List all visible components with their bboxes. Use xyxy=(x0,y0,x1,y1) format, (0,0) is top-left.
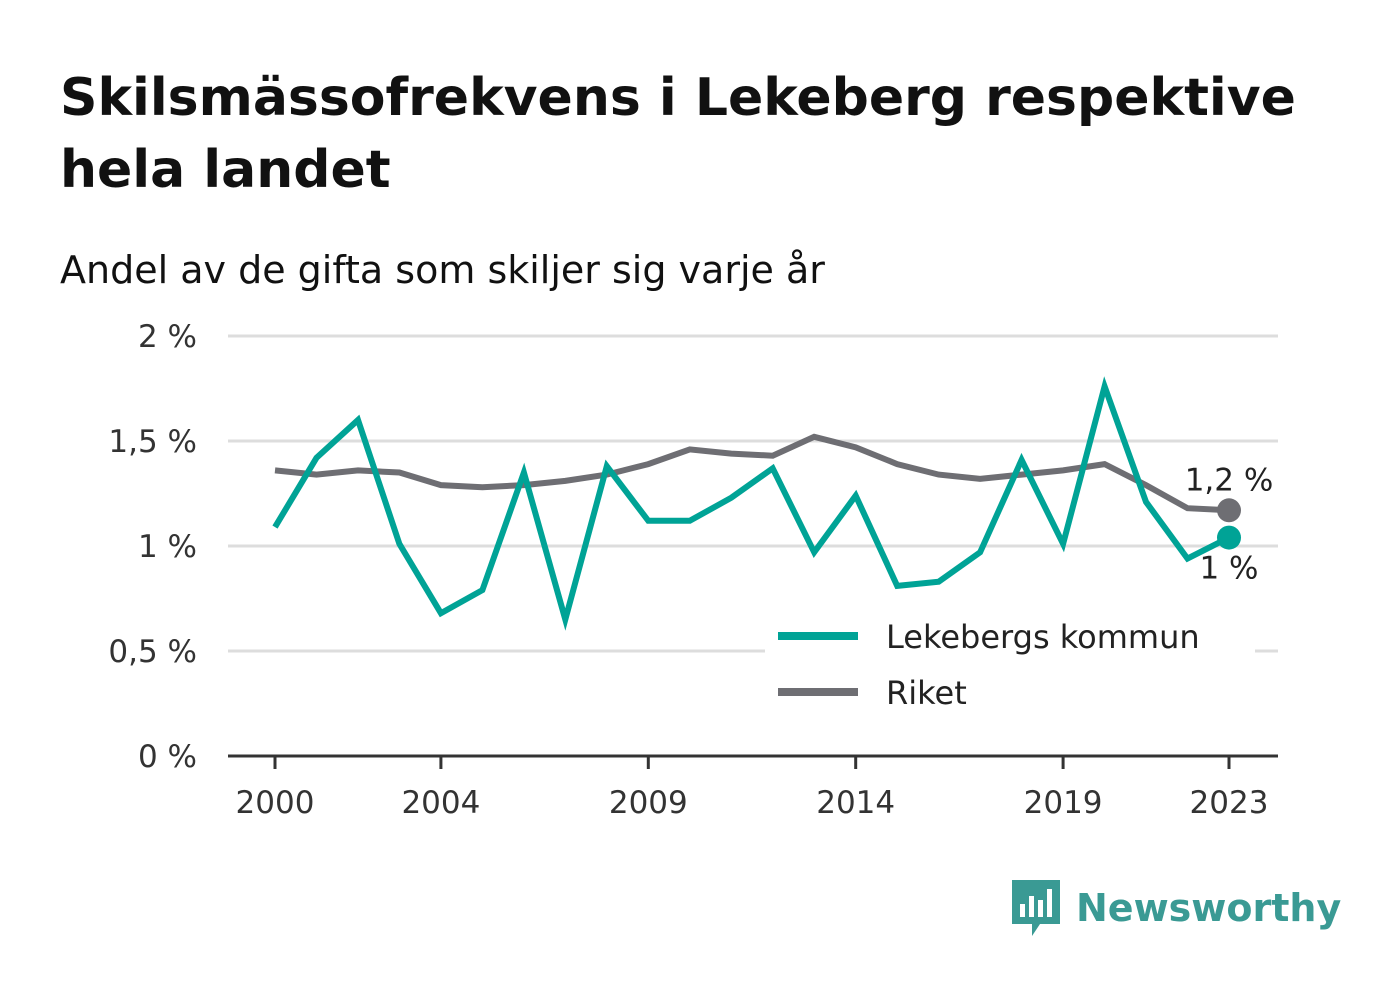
end-label-riket: 1,2 % xyxy=(1185,462,1274,498)
y-tick-label: 0 % xyxy=(138,739,197,775)
x-tick-label: 2004 xyxy=(401,785,480,821)
chart-title: Skilsmässofrekvens i Lekeberg respektive… xyxy=(60,68,1296,200)
y-tick-label: 2 % xyxy=(138,319,197,355)
legend-label-lekeberg: Lekebergs kommun xyxy=(886,618,1200,656)
newsworthy-logo-icon xyxy=(1012,880,1060,936)
x-tick-label: 2014 xyxy=(816,785,895,821)
y-axis-ticks: 0 % 0,5 % 1 % 1,5 % 2 % xyxy=(108,319,197,775)
x-tick-label: 2009 xyxy=(609,785,688,821)
x-tick-label: 2023 xyxy=(1190,785,1269,821)
end-label-lekeberg: 1 % xyxy=(1199,551,1258,587)
y-tick-label: 1,5 % xyxy=(108,424,197,460)
y-tick-label: 1 % xyxy=(138,529,197,565)
legend-label-riket: Riket xyxy=(886,674,967,712)
brand-name: Newsworthy xyxy=(1076,886,1342,930)
end-point-riket xyxy=(1217,498,1241,523)
x-tick-label: 2019 xyxy=(1024,785,1103,821)
legend-background xyxy=(765,612,1255,722)
series-lines xyxy=(272,376,1241,631)
series-line-lekeberg xyxy=(272,376,1231,631)
x-axis: 2000 2004 2009 2014 2019 2023 xyxy=(228,754,1278,821)
series-line-riket xyxy=(274,433,1230,514)
end-point-lekeberg xyxy=(1217,525,1241,550)
legend: Lekebergs kommun Riket xyxy=(765,612,1255,722)
brand-logo: Newsworthy xyxy=(1010,878,1341,938)
x-tick-label: 2000 xyxy=(236,785,315,821)
y-tick-label: 0,5 % xyxy=(108,634,197,670)
chart-subtitle: Andel av de gifta som skiljer sig varje … xyxy=(60,248,825,292)
end-labels: 1,2 % 1 % xyxy=(1185,462,1274,586)
